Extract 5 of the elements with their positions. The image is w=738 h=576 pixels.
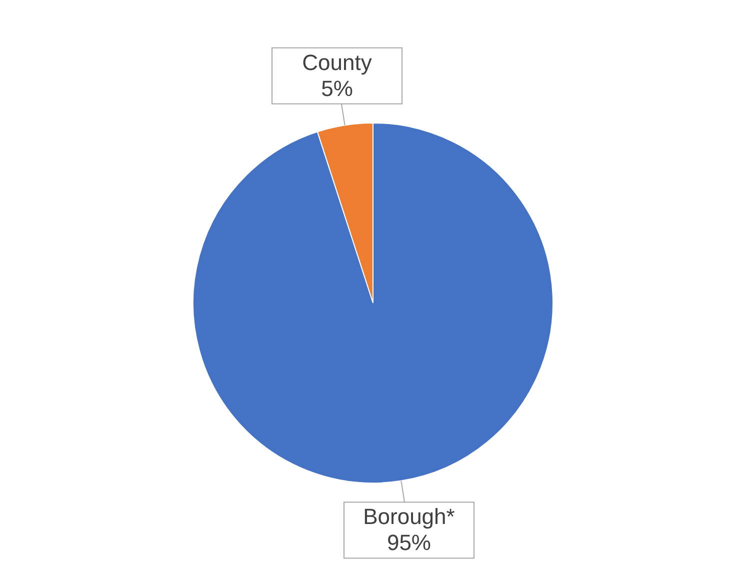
slice-label: Borough* — [363, 504, 456, 530]
pie-slice — [192, 122, 554, 484]
slice-label: County — [302, 50, 372, 75]
data-label: 5% — [321, 76, 353, 101]
data-label: 95% — [386, 530, 432, 556]
